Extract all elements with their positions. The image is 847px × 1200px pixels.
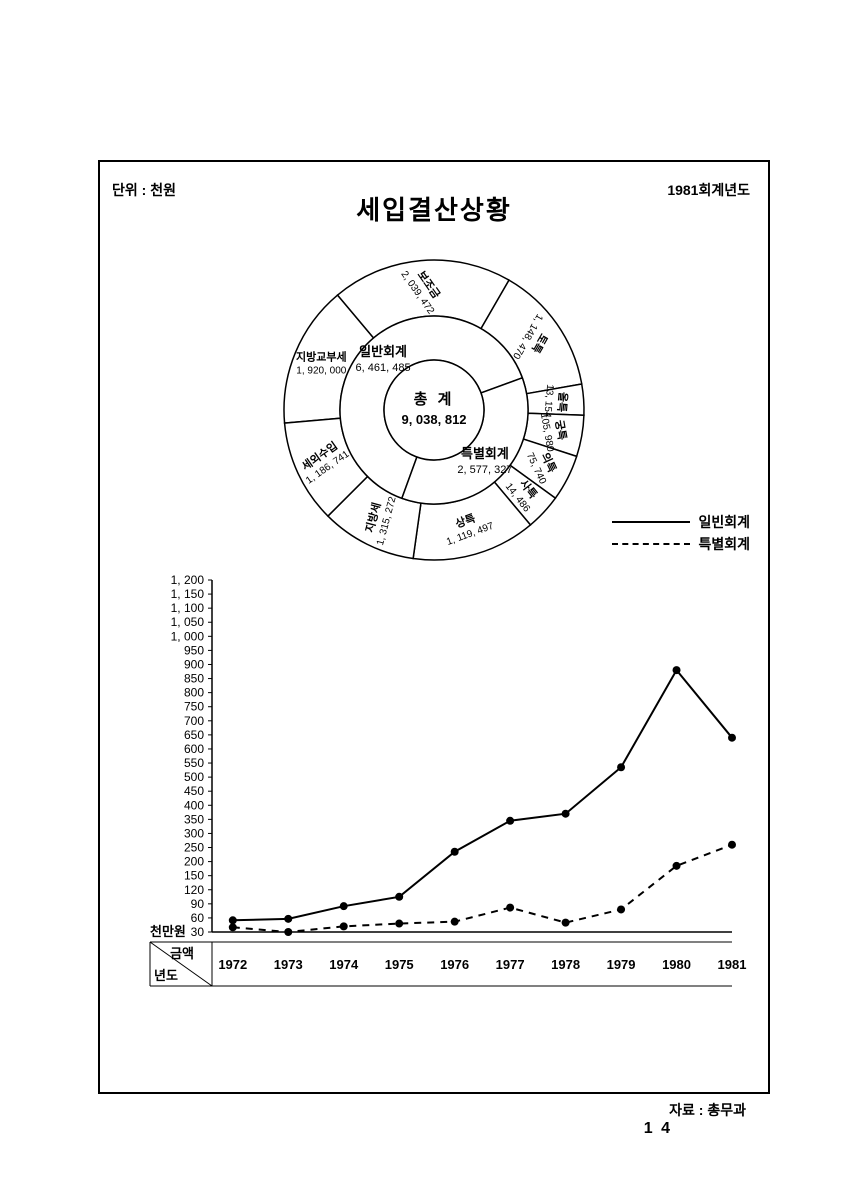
x-tick-label: 1974 (329, 957, 359, 972)
series-marker (284, 928, 292, 936)
legend: 일빈회계 특별회계 (612, 510, 750, 554)
source-label: 자료 : 총무과 (669, 1100, 746, 1120)
y-tick-label: 600 (184, 742, 204, 756)
x-tick-label: 1979 (607, 957, 636, 972)
y-tick-label: 350 (184, 812, 204, 826)
donut-outer-label-group: 지방교부세 1, 920, 000 (296, 349, 347, 376)
legend-swatch-solid (612, 521, 690, 523)
y-tick-label: 150 (184, 869, 204, 883)
series-marker (562, 810, 570, 818)
donut-center-label: 총 계 (414, 391, 455, 408)
series-marker (673, 666, 681, 674)
donut-outer-label: 올특 (555, 391, 570, 412)
y-tick-label: 500 (184, 770, 204, 784)
donut-outer-value: 1, 920, 000 (296, 365, 346, 376)
x-tick-label: 1980 (662, 957, 691, 972)
y-tick-label: 550 (184, 756, 204, 770)
series-marker (229, 923, 237, 931)
y-tick-label: 1, 050 (171, 615, 205, 629)
y-tick-label: 120 (184, 883, 204, 897)
y-tick-label: 90 (191, 897, 205, 911)
donut-chart: 총 계 9, 038, 812 일반회계 6, 461, 485 특별회계 2, 577,… (98, 230, 770, 560)
y-tick-label: 1, 100 (171, 601, 205, 615)
x-tick-label: 1975 (385, 957, 414, 972)
donut-mid-label: 특별회계 (461, 446, 509, 461)
x-tick-label: 1972 (218, 957, 247, 972)
donut-svg: 총 계 9, 038, 812 일반회계 6, 461, 485 특별회계 2, 577,… (244, 245, 624, 565)
y-tick-label: 400 (184, 798, 204, 812)
series-marker (506, 904, 514, 912)
legend-row-general: 일빈회계 (612, 512, 750, 532)
x-tick-label: 1976 (440, 957, 469, 972)
series-marker (562, 919, 570, 927)
x-tick-label: 1973 (274, 957, 303, 972)
series-marker (506, 817, 514, 825)
y-tick-label: 900 (184, 657, 204, 671)
line-chart-svg: 3060901201502002503003504004505005506006… (98, 570, 770, 1090)
series-marker (395, 893, 403, 901)
y-unit-label: 천만원 (150, 924, 186, 939)
xbox-left-bottom: 년도 (154, 968, 178, 983)
series-marker (395, 920, 403, 928)
series-marker (451, 848, 459, 856)
legend-swatch-dashed (612, 543, 690, 545)
series-marker (617, 905, 625, 913)
y-tick-label: 300 (184, 826, 204, 840)
y-tick-label: 60 (191, 911, 205, 925)
y-tick-label: 30 (191, 925, 205, 939)
y-tick-label: 950 (184, 643, 204, 657)
donut-mid-value: 2, 577, 327 (457, 464, 512, 476)
series-marker (728, 841, 736, 849)
legend-label-special: 특별회계 (698, 534, 750, 554)
donut-mid-value: 6, 461, 485 (356, 362, 411, 374)
series-marker (617, 763, 625, 771)
series-marker (451, 918, 459, 926)
legend-label-general: 일빈회계 (698, 512, 750, 532)
y-tick-label: 1, 000 (171, 629, 205, 643)
y-tick-label: 850 (184, 672, 204, 686)
x-tick-label: 1981 (718, 957, 747, 972)
y-tick-label: 800 (184, 686, 204, 700)
series-marker (340, 902, 348, 910)
donut-center-value: 9, 038, 812 (401, 412, 466, 427)
y-tick-label: 650 (184, 728, 204, 742)
series-line (233, 670, 732, 920)
series-marker (340, 922, 348, 930)
donut-outer-label: 지방교부세 (296, 349, 347, 363)
y-tick-label: 700 (184, 714, 204, 728)
series-marker (728, 734, 736, 742)
donut-mid-label: 일반회계 (359, 344, 407, 359)
y-tick-label: 450 (184, 784, 204, 798)
fiscal-year-label: 1981회계년도 (667, 180, 750, 200)
y-tick-label: 750 (184, 700, 204, 714)
xbox-left-top: 금액 (170, 946, 194, 961)
legend-row-special: 특별회계 (612, 534, 750, 554)
page-number: 1 4 (644, 1120, 672, 1138)
y-tick-label: 1, 200 (171, 573, 205, 587)
series-marker (673, 862, 681, 870)
x-tick-label: 1978 (551, 957, 580, 972)
header: 단위 : 천원 세입결산상황 1981회계년도 (98, 172, 770, 212)
series-marker (284, 915, 292, 923)
series-marker (229, 916, 237, 924)
y-tick-label: 200 (184, 855, 204, 869)
y-tick-label: 250 (184, 841, 204, 855)
line-chart: 3060901201502002503003504004505005506006… (98, 570, 770, 1090)
series-line (233, 845, 732, 932)
y-tick-label: 1, 150 (171, 587, 205, 601)
x-tick-label: 1977 (496, 957, 525, 972)
